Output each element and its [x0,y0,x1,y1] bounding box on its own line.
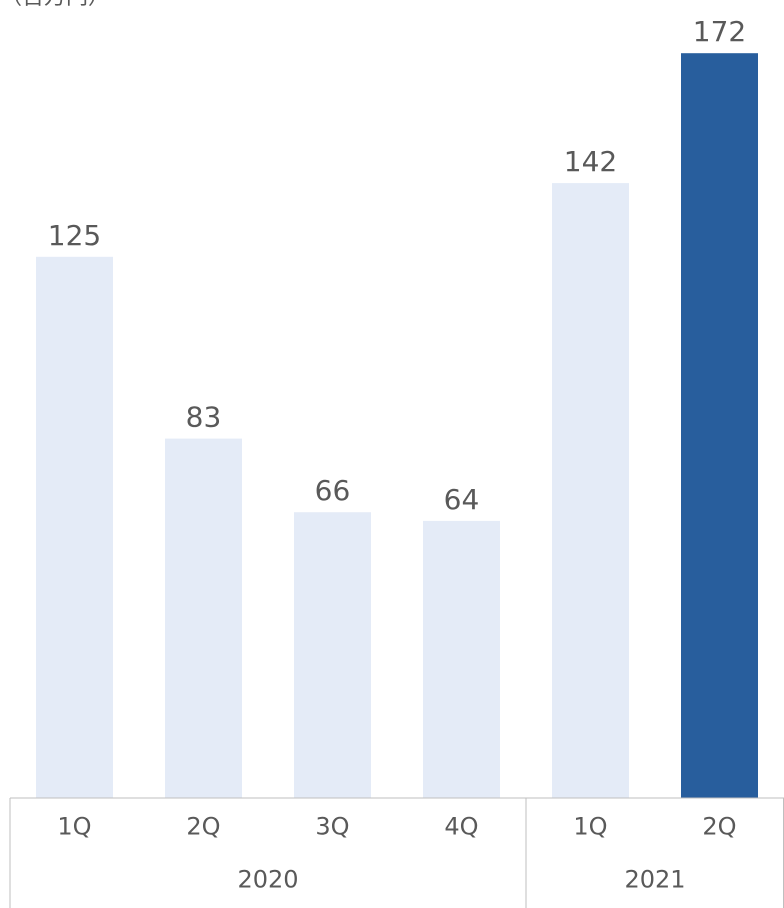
group-label-2021: 2021 [624,866,685,894]
tick-label-1: 1Q [57,813,91,841]
value-label-2: 83 [186,401,222,434]
bar-3 [294,512,371,798]
value-label-6: 172 [693,15,746,48]
value-labels: 125 83 66 64 142 172 [48,15,746,516]
value-label-4: 64 [444,483,480,516]
bar-6 [681,53,758,798]
tick-label-2: 2Q [186,813,220,841]
tick-label-5: 1Q [573,813,607,841]
tick-label-6: 2Q [702,813,736,841]
unit-label: （百万円） [0,0,110,10]
value-label-3: 66 [315,474,351,507]
value-label-1: 125 [48,219,101,252]
value-label-5: 142 [564,145,617,178]
tick-label-3: 3Q [315,813,349,841]
bar-4 [423,520,500,798]
bars [36,53,758,799]
tick-labels: 1Q 2Q 3Q 4Q 1Q 2Q [57,813,736,841]
bar-2 [165,438,242,798]
tick-label-4: 4Q [444,813,478,841]
group-labels: 2020 2021 [237,866,685,894]
bar-5 [552,183,629,799]
group-label-2020: 2020 [237,866,298,894]
bar-1 [36,256,113,799]
